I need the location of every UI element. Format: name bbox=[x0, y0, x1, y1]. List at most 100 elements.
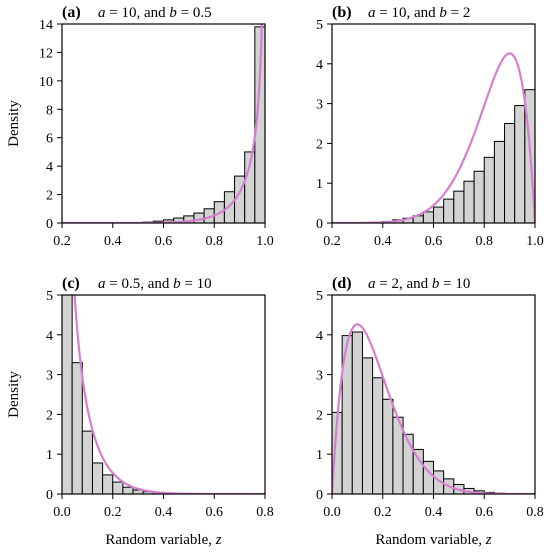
histogram-bar bbox=[433, 206, 445, 223]
panel-label: (d) bbox=[332, 275, 352, 292]
y-tick-label: 5 bbox=[46, 289, 53, 304]
histogram-bar bbox=[91, 462, 104, 494]
x-axis: 0.2 0.4 0.6 0.8 1.0 bbox=[53, 223, 274, 249]
x-tick-label: 0.8 bbox=[476, 234, 494, 249]
y-tick-label: 12 bbox=[39, 46, 53, 61]
y-tick-label: 4 bbox=[316, 58, 323, 73]
histogram-bar bbox=[71, 362, 83, 494]
x-tick-label: 0.8 bbox=[256, 505, 274, 520]
y-tick-label: 1 bbox=[46, 448, 53, 463]
y-axis: 0 1 2 3 4 5 bbox=[316, 18, 332, 232]
y-tick-label: 4 bbox=[46, 329, 53, 344]
histogram-bar bbox=[112, 481, 124, 494]
panel-title: a = 2, and b = 10 bbox=[368, 276, 470, 292]
x-tick-label: 0.2 bbox=[323, 234, 341, 249]
x-tick-label: 0.2 bbox=[104, 505, 122, 520]
x-tick-label: 0.0 bbox=[53, 505, 71, 520]
panel-label: (b) bbox=[332, 4, 352, 21]
histogram-bar bbox=[254, 26, 265, 223]
x-tick-label: 1.0 bbox=[256, 234, 274, 249]
x-axis: 0.0 0.2 0.4 0.6 0.8 bbox=[323, 494, 544, 520]
y-tick-label: 4 bbox=[316, 329, 323, 344]
y-tick-label: 2 bbox=[46, 189, 53, 204]
x-tick-label: 1.0 bbox=[526, 234, 544, 249]
panel-label: (c) bbox=[62, 275, 80, 292]
x-axis-label: Random variable, z bbox=[375, 532, 491, 548]
histogram-bar bbox=[122, 486, 134, 494]
histogram-bar bbox=[545, 58, 550, 223]
histogram-bar bbox=[473, 170, 485, 223]
x-tick-label: 0.2 bbox=[53, 234, 71, 249]
panel-a: 0.2 0.4 0.6 0.8 1.0 0 2 4 6 8 10 12 14 (a) a = 10, and… bbox=[6, 4, 274, 249]
x-tick-label: 0.8 bbox=[526, 505, 544, 520]
x-axis: 0.0 0.2 0.4 0.6 0.8 bbox=[53, 494, 274, 520]
y-tick-label: 10 bbox=[39, 75, 53, 90]
histogram-bars bbox=[332, 331, 516, 494]
histogram-bar bbox=[102, 474, 114, 494]
y-tick-label: 6 bbox=[46, 132, 53, 147]
y-tick-label: 2 bbox=[316, 137, 323, 152]
panel-c: 0.0 0.2 0.4 0.6 0.8 0 1 2 3 4 5 (c) a = 0.5, and b =… bbox=[6, 275, 274, 548]
histogram-bars bbox=[62, 295, 195, 494]
y-axis: 0 2 4 6 8 10 12 14 bbox=[39, 18, 62, 232]
histogram-bar bbox=[504, 123, 516, 223]
histogram-bar bbox=[463, 180, 475, 223]
histogram-bar bbox=[223, 191, 236, 223]
x-tick-label: 0.8 bbox=[206, 234, 224, 249]
y-tick-label: 5 bbox=[316, 289, 323, 304]
y-tick-label: 3 bbox=[46, 369, 53, 384]
x-tick-label: 0.6 bbox=[476, 505, 494, 520]
histogram-bar bbox=[534, 65, 535, 223]
y-tick-label: 1 bbox=[316, 448, 323, 463]
y-tick-label: 14 bbox=[39, 18, 53, 33]
x-tick-label: 0.6 bbox=[425, 234, 443, 249]
y-axis-label: Density bbox=[6, 100, 22, 147]
x-tick-label: 0.4 bbox=[425, 505, 443, 520]
histogram-bar bbox=[361, 357, 374, 494]
y-tick-label: 8 bbox=[46, 103, 53, 118]
histogram-bar bbox=[453, 190, 465, 223]
x-tick-label: 0.4 bbox=[155, 505, 173, 520]
histogram-bar bbox=[493, 140, 506, 223]
panel-d: 0.0 0.2 0.4 0.6 0.8 0 1 2 3 4 5 (d) a = 2, and b = 1… bbox=[316, 275, 544, 548]
histogram-bar bbox=[81, 430, 93, 494]
y-tick-label: 5 bbox=[316, 18, 323, 33]
y-tick-label: 1 bbox=[316, 177, 323, 192]
y-tick-label: 0 bbox=[46, 488, 53, 503]
y-tick-label: 2 bbox=[316, 408, 323, 423]
y-tick-label: 3 bbox=[316, 369, 323, 384]
histogram-bar bbox=[62, 295, 73, 494]
x-tick-label: 0.6 bbox=[206, 505, 224, 520]
density-curve bbox=[73, 295, 265, 494]
panel-b: 0.2 0.4 0.6 0.8 1.0 0 1 2 3 4 5 (b) a = 10, and b = … bbox=[316, 4, 550, 249]
y-tick-label: 3 bbox=[316, 98, 323, 113]
x-axis: 0.2 0.4 0.6 0.8 1.0 bbox=[323, 223, 544, 249]
y-tick-label: 0 bbox=[316, 488, 323, 503]
x-tick-label: 0.4 bbox=[374, 234, 392, 249]
y-axis-label: Density bbox=[6, 371, 22, 418]
y-axis: 0 1 2 3 4 5 bbox=[316, 289, 332, 503]
panel-label: (a) bbox=[62, 4, 81, 21]
x-tick-label: 0.0 bbox=[323, 505, 341, 520]
histogram-bars bbox=[122, 26, 265, 223]
histogram-bar bbox=[483, 156, 495, 223]
panel-title: a = 10, and b = 2 bbox=[368, 5, 470, 21]
x-tick-label: 0.4 bbox=[104, 234, 122, 249]
x-tick-label: 0.6 bbox=[155, 234, 173, 249]
x-axis-label: Random variable, z bbox=[105, 532, 221, 548]
histogram-bar bbox=[351, 331, 363, 494]
histogram-bar bbox=[443, 198, 455, 223]
histogram-bar bbox=[514, 105, 526, 223]
histogram-bar bbox=[422, 211, 435, 223]
y-tick-label: 2 bbox=[46, 408, 53, 423]
y-tick-label: 4 bbox=[46, 160, 53, 175]
x-tick-label: 0.2 bbox=[374, 505, 392, 520]
y-axis: 0 1 2 3 4 5 bbox=[46, 289, 62, 503]
histogram-bar bbox=[382, 398, 394, 494]
histogram-bar bbox=[412, 448, 424, 494]
panel-title: a = 10, and b = 0.5 bbox=[98, 5, 212, 21]
panel-title: a = 0.5, and b = 10 bbox=[98, 276, 212, 292]
y-tick-label: 0 bbox=[46, 217, 53, 232]
y-tick-label: 0 bbox=[316, 217, 323, 232]
